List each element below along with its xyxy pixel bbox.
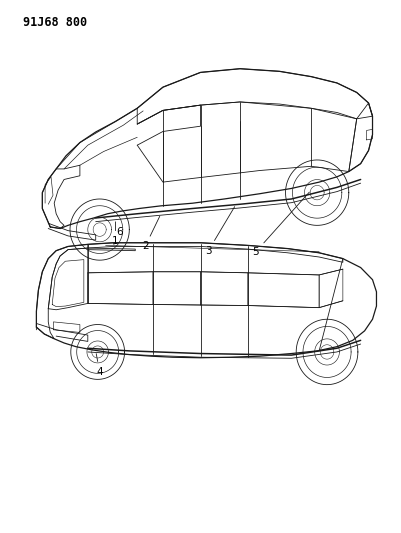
- Text: 3: 3: [205, 207, 235, 256]
- Text: 5: 5: [253, 192, 309, 257]
- Text: 1: 1: [112, 222, 119, 246]
- Text: 2: 2: [142, 216, 160, 252]
- Text: 6: 6: [114, 227, 123, 245]
- Text: 4: 4: [96, 353, 103, 377]
- Text: 91J68 800: 91J68 800: [22, 16, 87, 29]
